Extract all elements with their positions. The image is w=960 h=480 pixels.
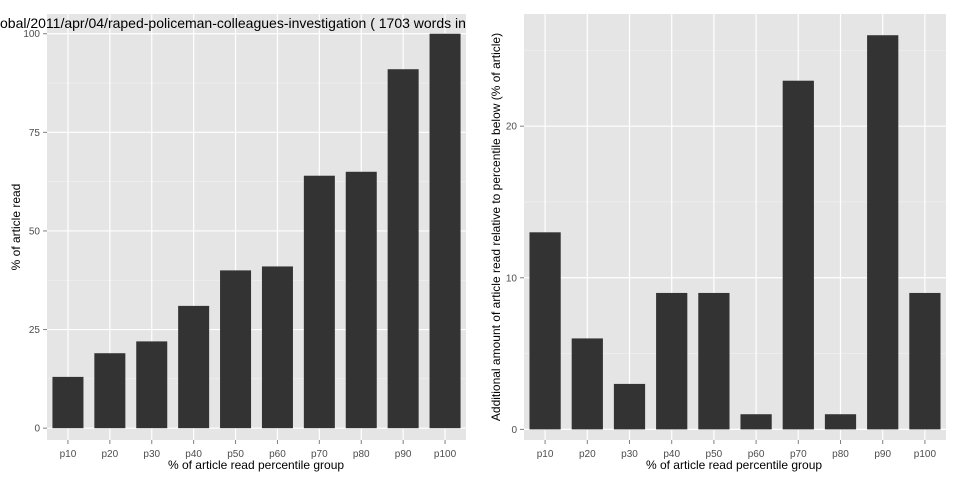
left-chart: 0 25 50 75 100 p10 p20 p30 p40 p50 p60 p70 p80 p90 p10… [0,14,466,472]
left-chart-title: obal/2011/apr/04/raped-policeman-colleag… [0,15,466,31]
left-x-tick-label: p10 [60,449,77,460]
right-bar-p10 [529,232,561,430]
left-bar-p60 [261,266,293,429]
right-bar-p30 [613,383,646,430]
right-x-tick-label: p70 [790,449,807,460]
right-x-tick-label: p20 [579,449,596,460]
right-x-tick-label: p60 [748,449,765,460]
left-y-tick-label: 25 [29,325,41,336]
right-y-axis-title: Additional amount of article read relati… [489,33,503,421]
left-bar-p30 [136,341,168,429]
left-y-tick-label: 50 [29,226,41,237]
right-bar-p20 [571,338,603,430]
left-bar-p40 [178,305,210,429]
right-x-tick-label: p10 [537,449,554,460]
left-x-axis-title: % of article read percentile group [168,458,344,472]
left-y-axis-title: % of article read [9,184,23,271]
right-bar-p40 [656,292,688,430]
left-x-tick-label: p30 [143,449,160,460]
right-bar-p70 [782,80,814,430]
left-bar-p70 [303,175,335,429]
right-x-tick-label: p90 [874,449,891,460]
right-x-tick-label: p80 [832,449,849,460]
right-x-tick-label: p40 [663,449,680,460]
right-chart: 0 10 20 p10 p20 p30 p40 p50 p60 p70 p80 p90 p100 % of… [489,14,946,472]
right-x-tick-label: p50 [706,449,723,460]
right-bar-p50 [698,292,730,430]
left-bar-p100 [429,33,461,429]
right-y-tick-label: 10 [506,273,518,284]
left-bar-p10 [52,376,84,429]
left-x-tick-label: p60 [269,449,286,460]
right-x-tick-label: p100 [914,449,937,460]
right-x-axis-title: % of article read percentile group [646,458,822,472]
left-x-tick-label: p100 [434,449,457,460]
left-y-tick-label: 0 [34,424,40,435]
left-x-tick-label: p20 [102,449,119,460]
left-x-tick-label: p40 [185,449,202,460]
right-bar-p100 [909,292,941,430]
left-bar-p80 [345,171,377,429]
left-bar-p50 [220,270,252,429]
left-y-tick-label: 100 [23,29,40,40]
right-bar-p60 [740,414,772,430]
left-y-tick-label: 75 [29,128,41,139]
left-x-tick-label: p70 [311,449,328,460]
left-x-tick-label: p90 [395,449,412,460]
left-x-tick-label: p80 [353,449,370,460]
right-bar-p80 [824,414,857,430]
right-x-tick-label: p30 [621,449,638,460]
left-bar-p90 [387,69,419,429]
right-y-tick-label: 20 [506,122,518,133]
left-bar-p20 [94,353,126,429]
right-bar-p90 [867,35,899,430]
left-x-tick-label: p50 [227,449,244,460]
right-y-tick-label: 0 [511,425,517,436]
